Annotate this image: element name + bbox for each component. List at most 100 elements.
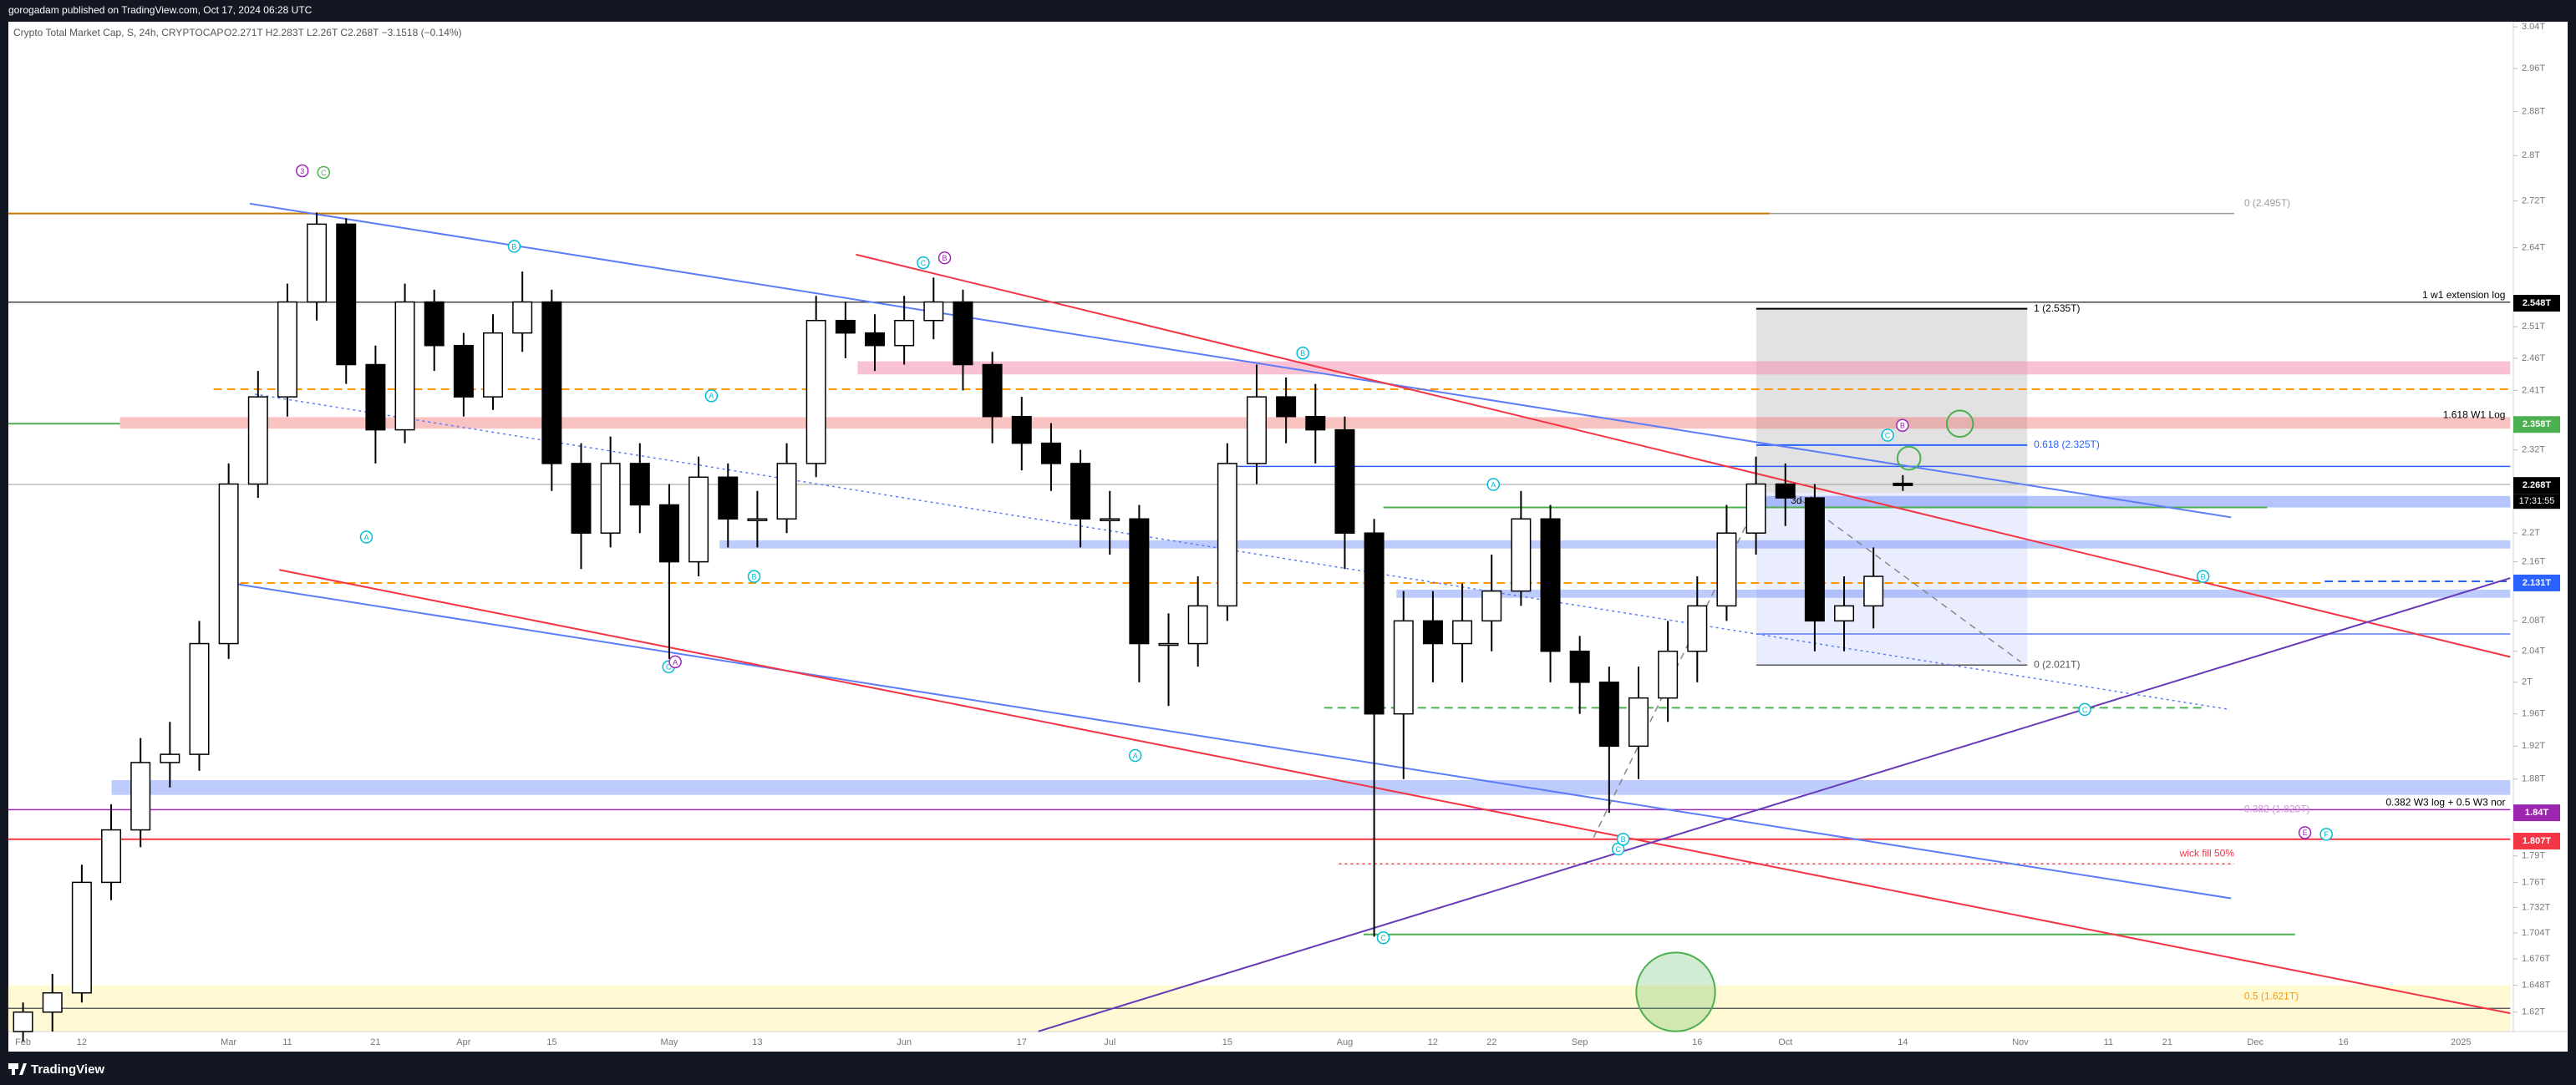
y-tick-label: 2.88T <box>2522 106 2545 116</box>
wave-circle <box>1128 748 1142 763</box>
level-label: 0 (2.495T) <box>2244 197 2290 209</box>
brand-logo <box>8 1063 27 1075</box>
wave-label: C <box>2082 706 2088 714</box>
wave-label: C <box>1885 431 1891 439</box>
candle-body <box>688 476 709 563</box>
price-badge <box>2513 477 2560 494</box>
x-tick-label: 21 <box>370 1037 380 1047</box>
price-badge-label: 1.807T <box>2523 836 2552 846</box>
y-tick-label: 2.64T <box>2522 242 2545 252</box>
wave-label: B <box>511 242 516 251</box>
drawing-line <box>1790 492 2021 662</box>
wave-circle <box>1616 832 1630 846</box>
level-label: 3d ob <box>1791 494 1816 506</box>
x-tick-label: 21 <box>2162 1037 2172 1047</box>
candle-body <box>1070 463 1091 520</box>
candle-body <box>805 319 826 464</box>
x-tick-label: 16 <box>2339 1037 2349 1047</box>
wave-label: A <box>709 392 714 400</box>
wave-label: C <box>1615 845 1621 854</box>
price-badge <box>2513 574 2560 591</box>
y-tick-label: 2.72T <box>2522 195 2545 205</box>
wave-label: A <box>363 533 368 541</box>
wave-label: B <box>943 254 948 262</box>
price-badge <box>2513 416 2560 433</box>
wave-circle <box>747 570 761 583</box>
candle-body <box>835 319 856 334</box>
y-tick-label: 3.04T <box>2522 22 2545 32</box>
level-label: 0.5 (1.621T) <box>2244 991 2299 1002</box>
candle-body <box>1511 518 1532 592</box>
y-tick-label: 1.704T <box>2522 928 2551 938</box>
x-tick-label: Jul <box>1104 1037 1115 1047</box>
candle-body <box>1687 605 1708 652</box>
wave-label: C <box>921 259 927 267</box>
x-tick-label: 16 <box>1692 1037 1702 1047</box>
x-tick-label: Jun <box>897 1037 912 1047</box>
level-label: wick fill 50% <box>2179 848 2235 859</box>
candle-body <box>1276 396 1297 418</box>
candle-body <box>600 463 621 534</box>
x-tick-label: 11 <box>2104 1037 2113 1047</box>
level-label: 0.618 (2.325T) <box>2034 439 2100 450</box>
level-label: 0 (2.021T) <box>2034 658 2080 670</box>
candle-body <box>42 991 63 1013</box>
wave-label: A <box>1491 480 1496 489</box>
drawing-line <box>230 582 2232 900</box>
wave-circle <box>1881 428 1894 442</box>
candle-body <box>1364 532 1385 715</box>
x-tick-label: 14 <box>1898 1037 1908 1047</box>
wave-circle <box>507 240 521 253</box>
candle-body <box>101 829 122 884</box>
candle-body <box>776 463 797 520</box>
x-tick-label: Apr <box>456 1037 470 1047</box>
candle-body <box>218 483 239 645</box>
y-tick-label: 2.46T <box>2522 353 2545 363</box>
candle-body <box>1217 463 1237 607</box>
candle-body <box>747 518 768 522</box>
zone <box>111 779 2511 795</box>
candle-body <box>1540 518 1561 652</box>
drawing-line <box>1038 577 2511 1032</box>
y-tick-label: 1.92T <box>2522 741 2545 751</box>
wave-circle <box>2298 826 2312 839</box>
candle-body <box>71 881 92 994</box>
y-tick-label: 2.2T <box>2522 528 2540 538</box>
candle-body <box>1863 575 1884 607</box>
y-tick-label: 2.16T <box>2522 557 2545 567</box>
candle-body <box>1481 590 1502 622</box>
candle-body <box>541 301 562 464</box>
y-tick-label: 2.41T <box>2522 385 2545 395</box>
x-tick-label: Mar <box>221 1037 236 1047</box>
candle-body <box>1598 682 1619 748</box>
zone <box>719 540 2511 549</box>
price-badge-label: 2.268T <box>2523 480 2552 490</box>
candle-body <box>923 301 944 322</box>
wave-label: E <box>2303 829 2308 837</box>
x-tick-label: May <box>661 1037 678 1047</box>
wave-circle <box>2196 570 2210 583</box>
wave-circle <box>296 164 309 178</box>
price-badge <box>2513 804 2560 822</box>
wave-label: C <box>321 169 327 177</box>
candle-body <box>865 332 886 347</box>
y-tick-label: 2.32T <box>2522 445 2545 455</box>
circle-marker <box>1635 951 1716 1032</box>
wave-label: C <box>666 663 672 672</box>
y-tick-label: 1.62T <box>2522 1007 2545 1017</box>
candle-body <box>247 396 268 485</box>
y-tick-label: 1.648T <box>2522 981 2551 991</box>
candle-body <box>1305 415 1326 431</box>
candle-body <box>1452 620 1473 645</box>
wave-circle <box>937 251 952 265</box>
y-tick-label: 1.676T <box>2522 954 2551 964</box>
wave-label: B <box>751 573 756 581</box>
level-label: 1 w1 extension log <box>2422 289 2505 301</box>
x-tick-label: 2025 <box>2451 1037 2471 1047</box>
candle-body <box>1129 518 1150 645</box>
candle-body <box>1804 497 1825 622</box>
candle-body <box>1158 642 1179 646</box>
wave-label: B <box>2201 573 2206 581</box>
x-tick-label: 15 <box>1222 1037 1232 1047</box>
